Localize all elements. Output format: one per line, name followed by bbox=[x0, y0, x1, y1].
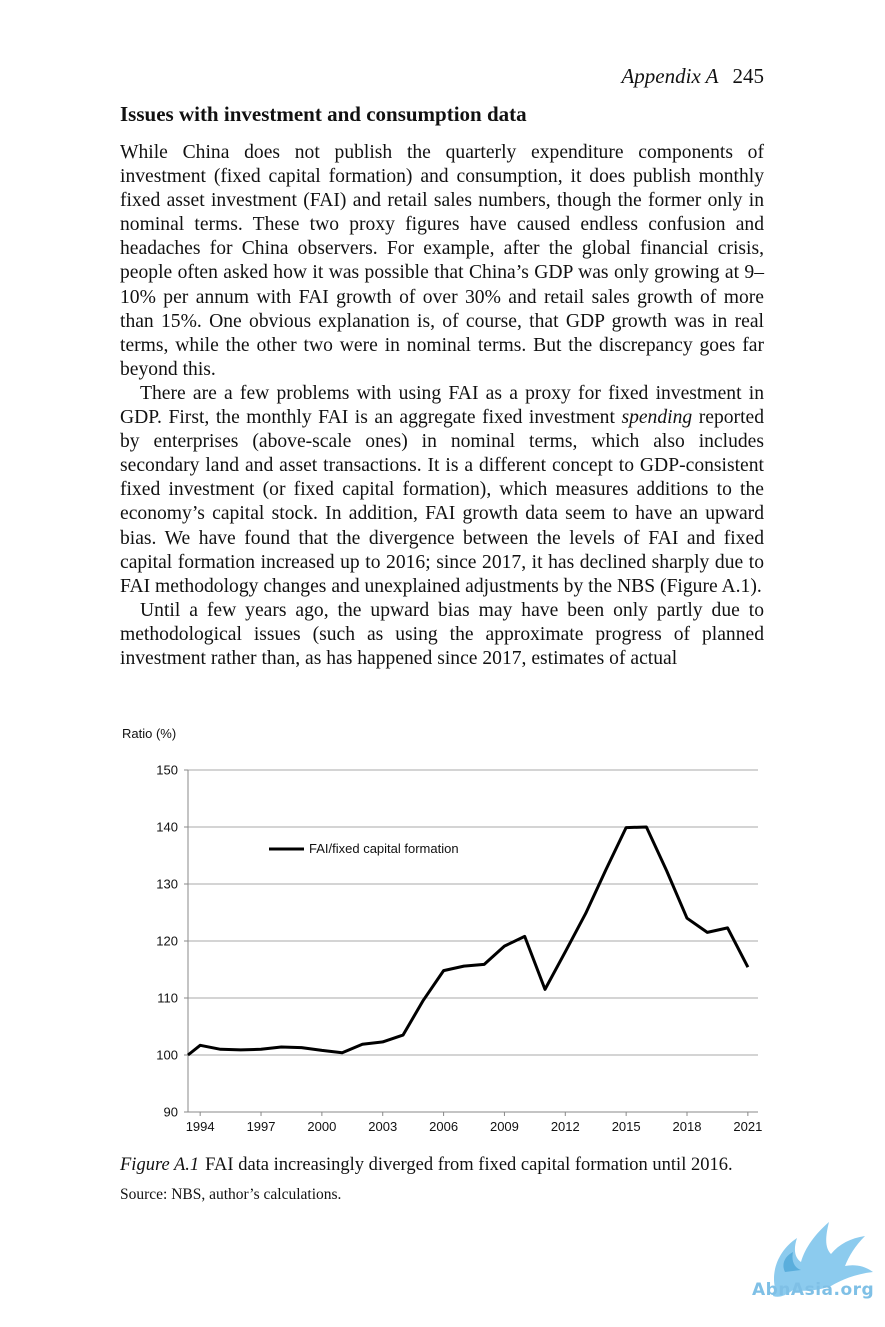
emphasis-spending: spending bbox=[621, 407, 693, 429]
x-tick-label: 2018 bbox=[673, 1119, 702, 1134]
page-number: 245 bbox=[732, 64, 765, 88]
legend: FAI/fixed capital formation bbox=[269, 841, 459, 856]
running-title: Appendix A bbox=[621, 64, 719, 88]
paragraph-1: While China does not publish the quarter… bbox=[120, 142, 764, 380]
running-head: Appendix A 245 bbox=[621, 64, 764, 89]
x-tick-label: 2000 bbox=[307, 1119, 336, 1134]
y-axis-label: Ratio (%) bbox=[122, 726, 176, 741]
watermark-text: AbnAsia.org bbox=[752, 1280, 875, 1300]
x-tick-label: 1997 bbox=[247, 1119, 276, 1134]
legend-label: FAI/fixed capital formation bbox=[309, 841, 459, 856]
y-tick-label: 140 bbox=[156, 820, 178, 835]
y-tick-label: 150 bbox=[156, 763, 178, 778]
paragraph-2-start: There are a few problems with using FAI … bbox=[120, 382, 764, 429]
y-tick-label: 130 bbox=[156, 877, 178, 892]
paragraph-3: Until a few years ago, the upward bias m… bbox=[120, 599, 764, 669]
y-tick-label: 100 bbox=[156, 1048, 178, 1063]
figure-source: Source: NBS, author’s calculations. bbox=[120, 1186, 342, 1203]
y-tick-label: 90 bbox=[164, 1105, 178, 1120]
series-line bbox=[187, 825, 750, 1057]
x-tick-label: 2012 bbox=[551, 1119, 580, 1134]
x-tick-label: 2021 bbox=[733, 1119, 762, 1134]
axes bbox=[184, 769, 758, 1116]
x-tick-label: 2015 bbox=[612, 1119, 641, 1134]
figure-label: Figure A.1 bbox=[120, 1155, 200, 1175]
figure-caption: Figure A.1 FAI data increasingly diverged… bbox=[120, 1155, 780, 1176]
paragraph-2-end: reported by enterprises (above-scale one… bbox=[120, 407, 764, 597]
figure-chart: Ratio (%) 90 100 110 120 130 140 150 1994 1997 20… bbox=[110, 718, 780, 1148]
x-tick-label: 2003 bbox=[368, 1119, 397, 1134]
body-text: While China does not publish the quarter… bbox=[120, 141, 764, 671]
y-tick-label: 110 bbox=[157, 991, 178, 1006]
x-tick-label: 2006 bbox=[429, 1119, 458, 1134]
x-tick-label: 1994 bbox=[186, 1119, 215, 1134]
section-heading: Issues with investment and consumption d… bbox=[120, 102, 527, 126]
gridlines bbox=[188, 769, 758, 1056]
figure-caption-text: FAI data increasingly diverged from fixe… bbox=[205, 1155, 733, 1175]
y-tick-label: 120 bbox=[156, 934, 178, 949]
bird-logo-icon bbox=[773, 1222, 873, 1297]
line-chart: Ratio (%) 90 100 110 120 130 140 150 1994 1997 20… bbox=[122, 726, 762, 1135]
paragraph-2: There are a few problems with using FAI … bbox=[120, 382, 764, 599]
x-tick-label: 2009 bbox=[490, 1119, 519, 1134]
tick-labels: 90 100 110 120 130 140 150 1994 1997 2000 2003 2006… bbox=[156, 763, 762, 1135]
series-lines bbox=[187, 825, 750, 1057]
